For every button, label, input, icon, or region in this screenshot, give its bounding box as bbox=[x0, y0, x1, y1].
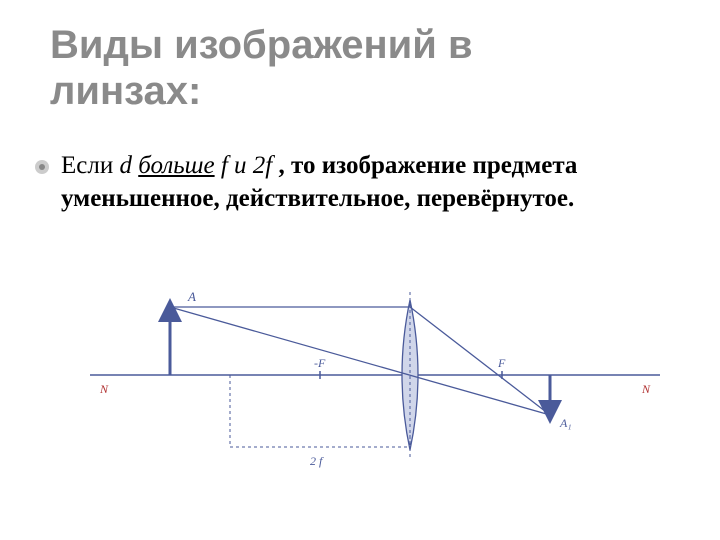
title-line2: линзах: bbox=[50, 69, 201, 113]
svg-text:A₁: A₁ bbox=[559, 416, 572, 430]
t-f2f: f и 2f bbox=[221, 152, 272, 179]
lens-diagram: A A₁ -F F N N 2 f bbox=[80, 275, 670, 475]
t-d: d bbox=[119, 152, 132, 179]
slide-title: Виды изображений в линзах: bbox=[50, 22, 473, 114]
t-prefix: Если bbox=[61, 152, 119, 179]
bullet-item: Если d больше f и 2f , то изображение пр… bbox=[35, 150, 675, 215]
svg-text:N: N bbox=[99, 382, 109, 396]
bullet-icon bbox=[35, 160, 49, 174]
svg-text:F: F bbox=[497, 356, 506, 370]
t-more: больше bbox=[138, 152, 214, 179]
svg-text:-F: -F bbox=[314, 356, 326, 370]
diagram-svg: A A₁ -F F N N 2 f bbox=[80, 275, 670, 475]
svg-text:N: N bbox=[641, 382, 651, 396]
title-line1: Виды изображений в bbox=[50, 23, 473, 67]
svg-text:2 f: 2 f bbox=[310, 454, 324, 468]
svg-text:A: A bbox=[187, 289, 196, 304]
body-text: Если d больше f и 2f , то изображение пр… bbox=[61, 150, 675, 215]
